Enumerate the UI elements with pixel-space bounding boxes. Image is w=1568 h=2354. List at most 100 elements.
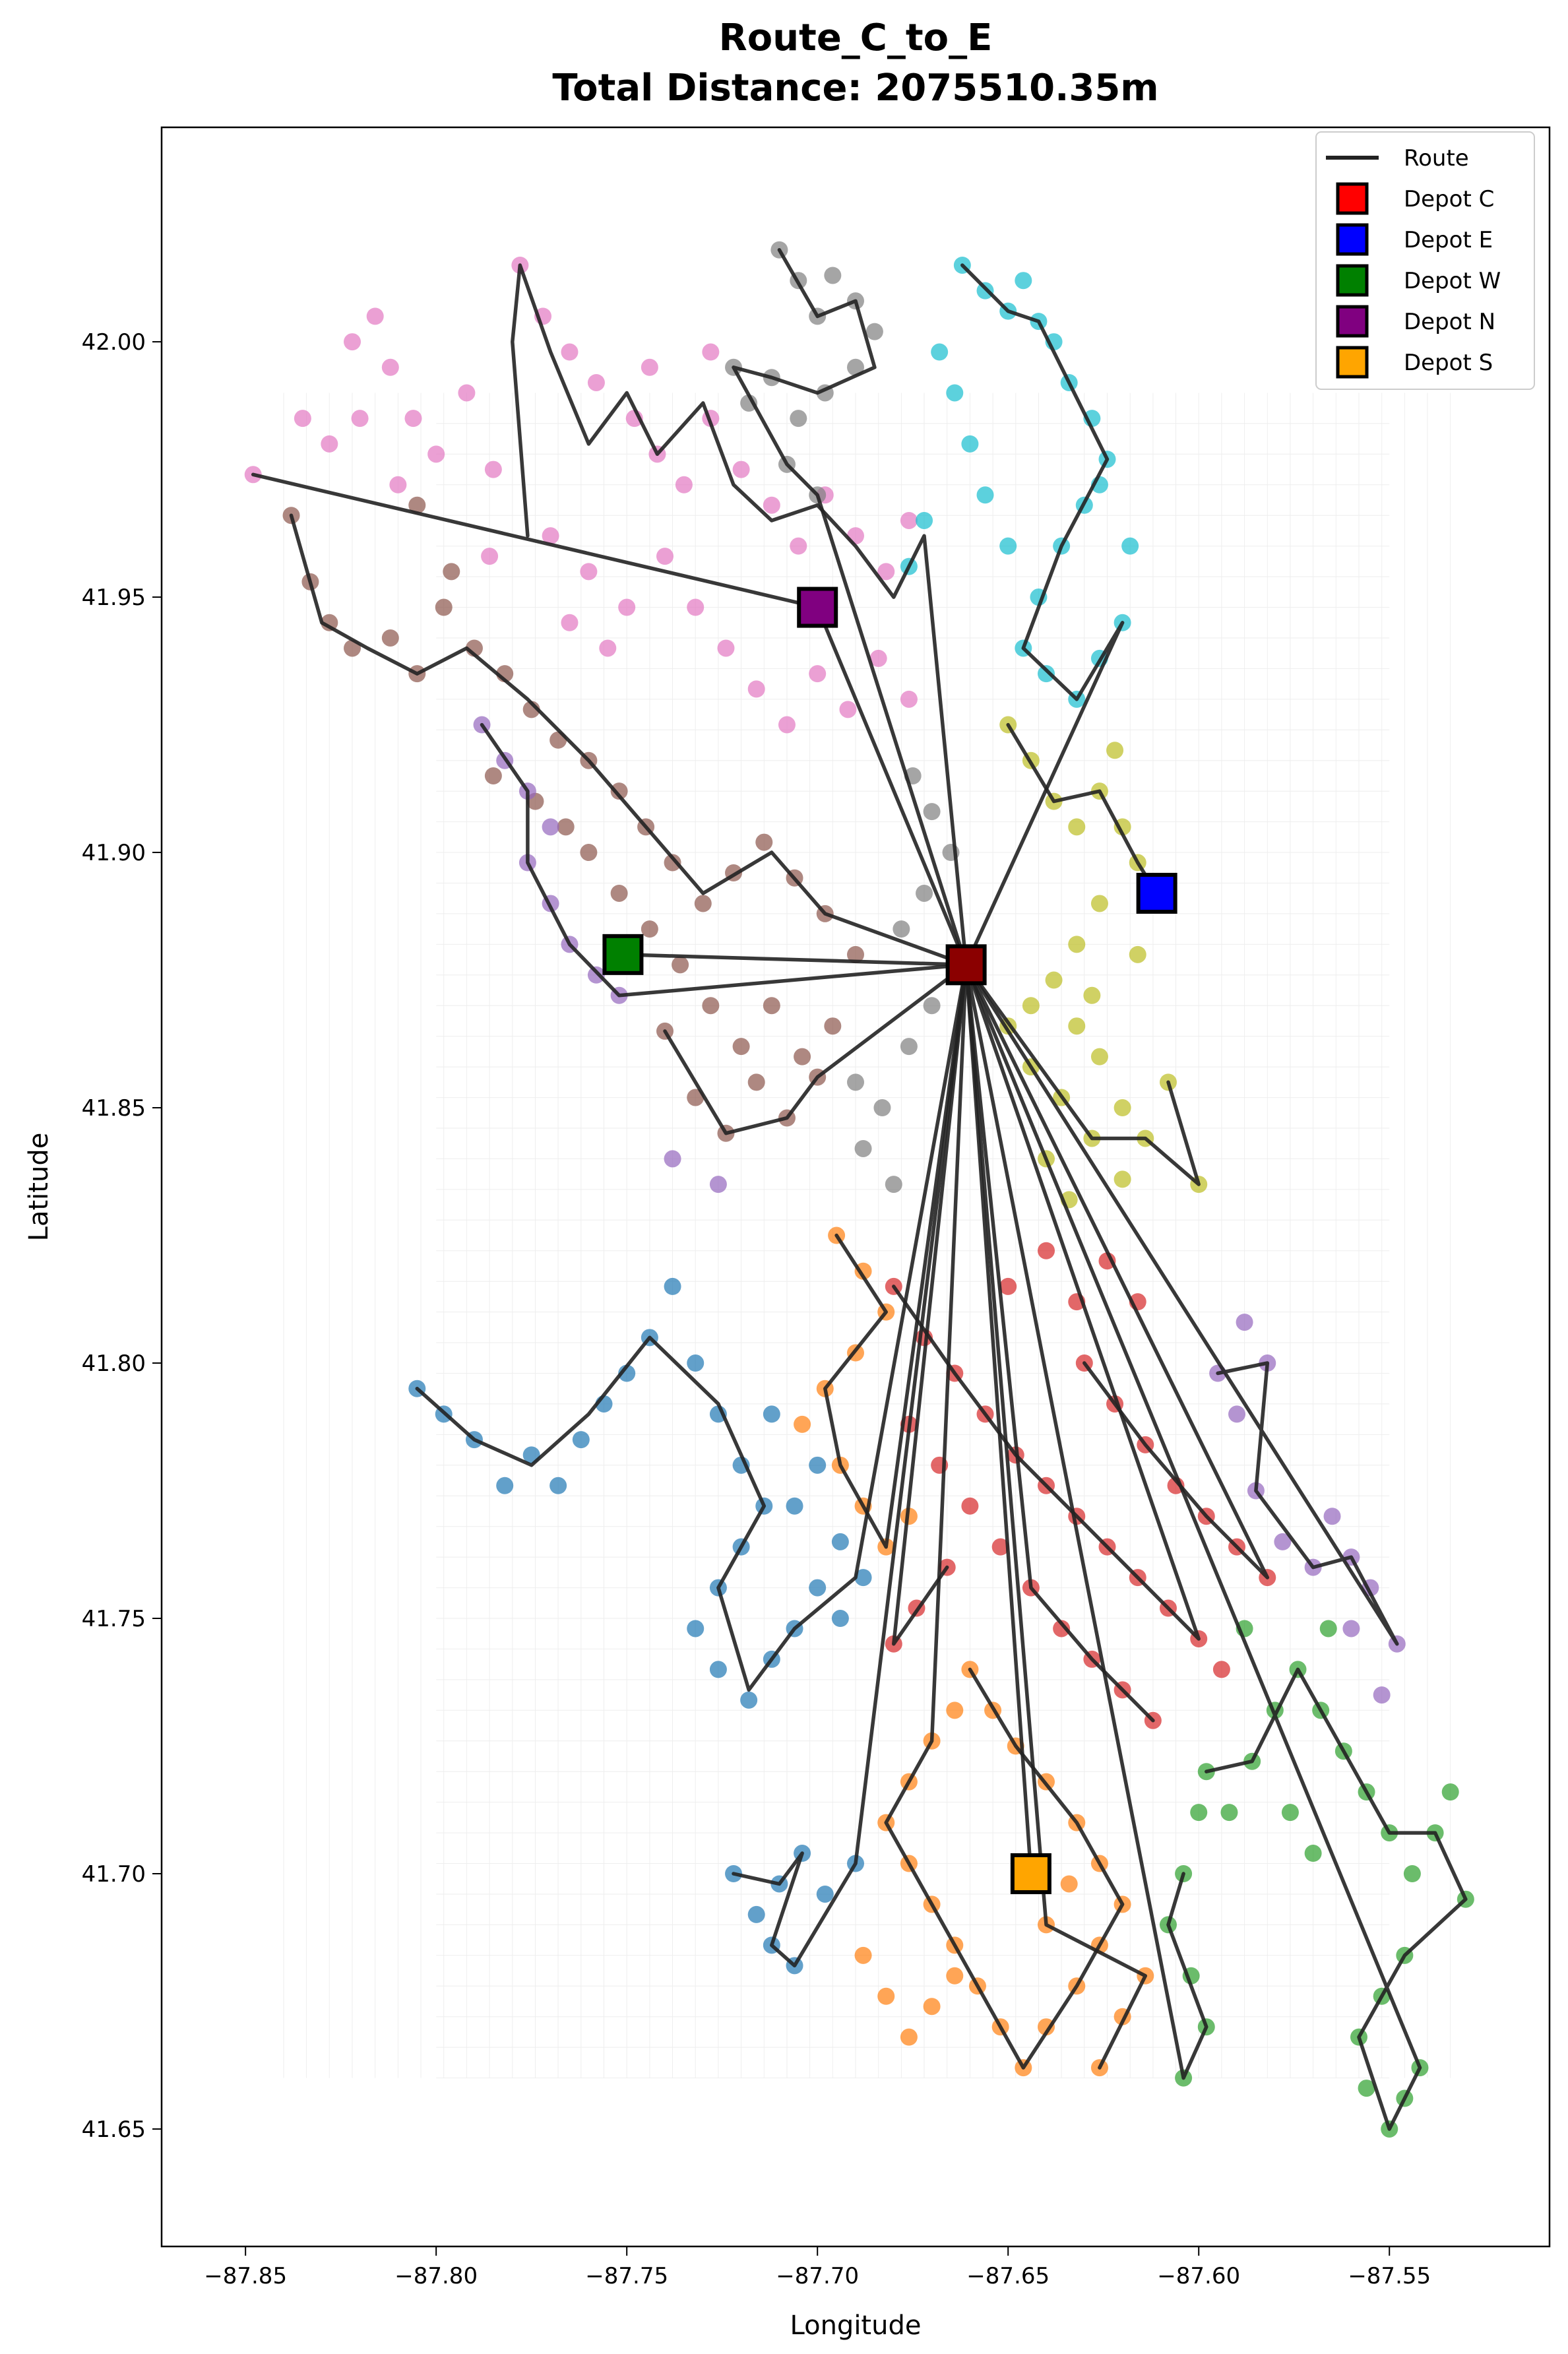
y-tick-label: 42.00 xyxy=(82,329,146,356)
customer-point xyxy=(561,343,579,361)
route-line xyxy=(964,963,1468,2131)
customer-point xyxy=(694,895,712,912)
customer-point xyxy=(865,323,883,340)
customer-point xyxy=(893,920,910,938)
customer-point xyxy=(294,410,311,428)
route-line xyxy=(732,963,968,1968)
customer-point xyxy=(732,1038,750,1056)
customer-point xyxy=(999,537,1017,555)
customer-point xyxy=(672,956,689,974)
customer-point xyxy=(351,410,369,428)
route-line xyxy=(251,472,819,610)
customer-point xyxy=(1090,1048,1108,1066)
customer-point xyxy=(946,1967,964,1985)
customer-point xyxy=(824,1017,842,1035)
y-axis-ticks: 41.65 41.70 41.75 41.80 41.85 41.90 41.95 42.00 xyxy=(82,329,162,2143)
customer-point xyxy=(702,997,720,1015)
customer-point xyxy=(1113,1170,1131,1188)
customer-point xyxy=(809,1579,827,1597)
customer-point xyxy=(991,1538,1009,1556)
customer-point xyxy=(794,1048,811,1066)
route-line xyxy=(964,963,1208,2080)
customer-point xyxy=(747,1905,765,1923)
customer-point xyxy=(484,767,502,784)
legend-swatch xyxy=(1336,346,1369,379)
y-axis-label: Latitude xyxy=(24,1133,54,1242)
y-tick-label: 41.85 xyxy=(82,1095,146,1122)
customer-point xyxy=(443,563,460,581)
route-line xyxy=(621,953,968,967)
legend-label: Depot E xyxy=(1404,227,1493,253)
x-tick-label: −87.55 xyxy=(1348,2263,1431,2289)
route-line xyxy=(884,963,1125,2070)
customer-point xyxy=(687,598,705,616)
customer-point xyxy=(999,1277,1017,1295)
customer-point xyxy=(1068,818,1086,836)
customer-point xyxy=(854,1139,872,1157)
customer-point xyxy=(484,461,502,478)
legend-swatch xyxy=(1336,305,1369,338)
customer-point xyxy=(1323,1508,1341,1525)
customer-point xyxy=(854,1946,872,1964)
customer-point xyxy=(786,1497,803,1515)
customer-point xyxy=(824,267,842,284)
customer-point xyxy=(1281,1804,1299,1822)
customer-point xyxy=(1274,1533,1292,1550)
customer-point xyxy=(946,384,964,402)
customer-point xyxy=(1053,1620,1071,1638)
customer-point xyxy=(496,1477,514,1494)
customer-point xyxy=(587,373,605,391)
routes-layer xyxy=(251,248,1468,2131)
customer-point xyxy=(675,476,693,493)
customer-point xyxy=(847,358,864,376)
customer-point xyxy=(344,333,361,351)
y-tick-label: 41.65 xyxy=(82,2116,146,2143)
customer-point xyxy=(732,461,750,478)
customer-point xyxy=(1038,665,1055,683)
route-line xyxy=(964,963,1399,1646)
customer-point xyxy=(1083,986,1101,1004)
legend-label: Depot S xyxy=(1404,350,1493,376)
customer-point xyxy=(740,1691,758,1709)
customer-point xyxy=(900,690,918,708)
customer-point xyxy=(854,1569,872,1587)
plot-frame xyxy=(160,126,1551,2248)
legend-label: Depot W xyxy=(1404,268,1501,294)
customer-point xyxy=(717,639,735,657)
customer-point xyxy=(831,1533,849,1550)
customer-point xyxy=(916,511,933,529)
route-line xyxy=(511,263,968,967)
customer-point xyxy=(580,844,598,862)
route-line xyxy=(964,963,1155,1723)
depot-s-marker xyxy=(1010,1853,1051,1894)
x-tick-label: −87.70 xyxy=(776,2263,859,2289)
customer-point xyxy=(599,639,617,657)
customer-point xyxy=(610,782,628,800)
customer-point xyxy=(885,1176,902,1193)
legend: Route Depot C Depot E Depot W Depot N Depot S xyxy=(1315,131,1535,390)
customer-point xyxy=(1068,936,1086,953)
customer-point xyxy=(1190,1804,1208,1822)
customer-point xyxy=(408,496,426,514)
customer-point xyxy=(763,496,780,514)
customer-point xyxy=(816,1885,834,1903)
customer-point xyxy=(641,920,658,938)
customer-point xyxy=(1342,1620,1360,1638)
customer-point xyxy=(1304,1845,1322,1862)
customer-point xyxy=(1106,742,1124,759)
customer-point xyxy=(321,435,338,453)
route-line xyxy=(289,513,968,967)
customer-point xyxy=(847,945,864,963)
legend-box xyxy=(1315,131,1535,390)
customer-point xyxy=(923,1998,941,2016)
customer-point xyxy=(1358,2080,1375,2097)
customer-point xyxy=(873,1099,891,1117)
customer-point xyxy=(877,563,895,581)
customer-point xyxy=(664,1150,681,1168)
customer-point xyxy=(839,701,857,718)
customer-point xyxy=(561,614,579,631)
chart-subtitle: Total Distance: 2075510.35m xyxy=(552,67,1158,110)
customer-point xyxy=(1228,1405,1246,1423)
x-tick-label: −87.65 xyxy=(966,2263,1050,2289)
legend-items: Route Depot C Depot E Depot W Depot N Depot S xyxy=(1326,145,1501,379)
